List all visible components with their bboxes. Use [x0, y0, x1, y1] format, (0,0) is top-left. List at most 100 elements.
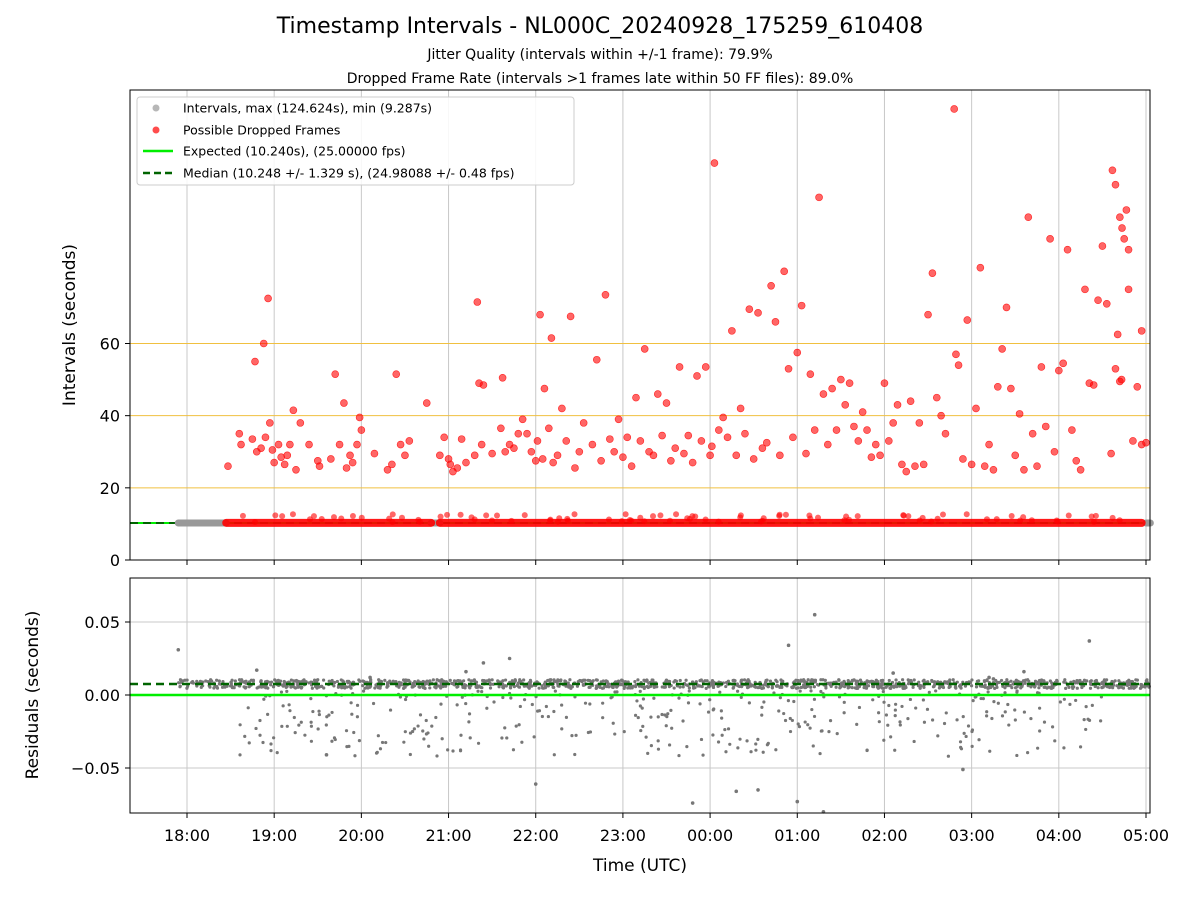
residual-point — [634, 683, 638, 687]
residual-point — [999, 678, 1004, 683]
residual-point — [719, 709, 723, 713]
residual-point — [649, 715, 653, 719]
residual-point — [871, 684, 875, 689]
residual-point — [299, 680, 304, 684]
intervals-y-tick-label: 40 — [100, 407, 120, 426]
residual-point — [416, 724, 420, 728]
residual-point — [660, 685, 664, 689]
residual-point — [579, 679, 583, 683]
residual-point — [497, 685, 501, 689]
residual-point — [560, 727, 564, 731]
residual-point — [901, 686, 905, 690]
residual-point — [735, 689, 740, 693]
dropped-frame-point — [588, 440, 597, 449]
dropped-frame-point — [915, 419, 924, 427]
dropped-frame-point — [1137, 327, 1146, 335]
residual-point — [464, 701, 468, 706]
residual-point — [985, 710, 989, 714]
dropped-frame-point — [1072, 456, 1081, 465]
residual-point — [238, 753, 242, 757]
intervals-axes: 0 20 40 60 — [100, 335, 1147, 570]
residual-point — [261, 740, 265, 745]
residual-point — [1075, 686, 1079, 690]
residual-point — [809, 685, 813, 689]
residual-point — [540, 714, 544, 719]
residual-point — [724, 684, 728, 689]
residual-point — [528, 678, 533, 682]
dropped-frame-point — [636, 437, 645, 445]
residual-point — [858, 678, 863, 682]
residual-point — [677, 696, 681, 700]
residual-point — [887, 678, 891, 683]
residual-point — [247, 741, 251, 745]
dropped-frame-point — [732, 451, 741, 460]
residual-point — [496, 679, 500, 683]
residual-point — [586, 678, 590, 682]
residual-point — [451, 749, 455, 753]
residuals-axes: 18:00 19:00 20:00 21:00 22:00 23:00 00:00 01:00… — [71, 613, 1169, 845]
residual-point — [966, 724, 971, 728]
residual-point — [422, 737, 426, 741]
dropped-frame-point — [1054, 518, 1061, 525]
residual-outlier — [812, 612, 817, 617]
residual-point — [435, 754, 439, 758]
dropped-frame-point — [867, 453, 876, 461]
dropped-frame-point — [924, 310, 932, 319]
residual-point — [1003, 710, 1007, 714]
residual-point — [560, 703, 564, 707]
residual-point — [522, 678, 526, 682]
residual-point — [728, 742, 732, 746]
dropped-frame-point — [972, 404, 980, 413]
dropped-frame-point — [436, 451, 444, 460]
residual-point — [726, 727, 731, 731]
dropped-frame-point — [793, 348, 802, 357]
residual-point — [503, 726, 507, 730]
dropped-frame-point — [283, 451, 292, 460]
residual-point — [828, 683, 832, 687]
residual-point — [311, 709, 315, 714]
dropped-frame-point — [286, 440, 294, 449]
residual-point — [1138, 686, 1143, 690]
dropped-frame-point — [937, 411, 945, 420]
dropped-frame-point — [902, 467, 911, 476]
dropped-frame-point — [1011, 451, 1020, 460]
residual-point — [1026, 751, 1030, 755]
dropped-frame-point — [483, 512, 490, 519]
residual-point — [501, 683, 505, 687]
residual-point — [537, 709, 542, 713]
residual-point — [208, 685, 212, 689]
residual-point — [911, 685, 915, 689]
residual-point — [809, 689, 813, 693]
dropped-frame-point — [533, 437, 542, 445]
residual-point — [897, 684, 902, 688]
x-tick-label: 18:00 — [164, 826, 210, 845]
dropped-frame-point — [658, 431, 666, 440]
residual-point — [528, 684, 532, 688]
residual-point — [553, 689, 557, 693]
residual-point — [686, 683, 690, 687]
residual-point — [802, 678, 806, 682]
dropped-frame-point — [754, 309, 762, 317]
dropped-frame-point — [1109, 514, 1116, 521]
dropped-frame-point — [355, 413, 364, 422]
residual-point — [500, 680, 504, 684]
residual-point — [667, 679, 671, 683]
dropped-frame-point — [776, 451, 784, 460]
residual-outlier — [891, 671, 895, 675]
residual-point — [987, 686, 991, 690]
residual-point — [603, 684, 607, 688]
residual-point — [517, 680, 522, 684]
residual-point — [819, 729, 823, 733]
residual-point — [287, 703, 291, 707]
dropped-frame-point — [998, 345, 1006, 353]
dropped-frame-point — [558, 404, 566, 413]
residual-outlier — [507, 656, 512, 661]
residual-point — [1099, 719, 1103, 723]
residual-point — [665, 715, 669, 719]
residual-point — [865, 748, 869, 753]
dropped-frame-point — [1129, 437, 1137, 445]
dropped-frame-point — [383, 465, 392, 474]
residual-point — [208, 679, 213, 683]
residual-point — [440, 737, 444, 741]
dropped-frame-point — [623, 433, 632, 442]
